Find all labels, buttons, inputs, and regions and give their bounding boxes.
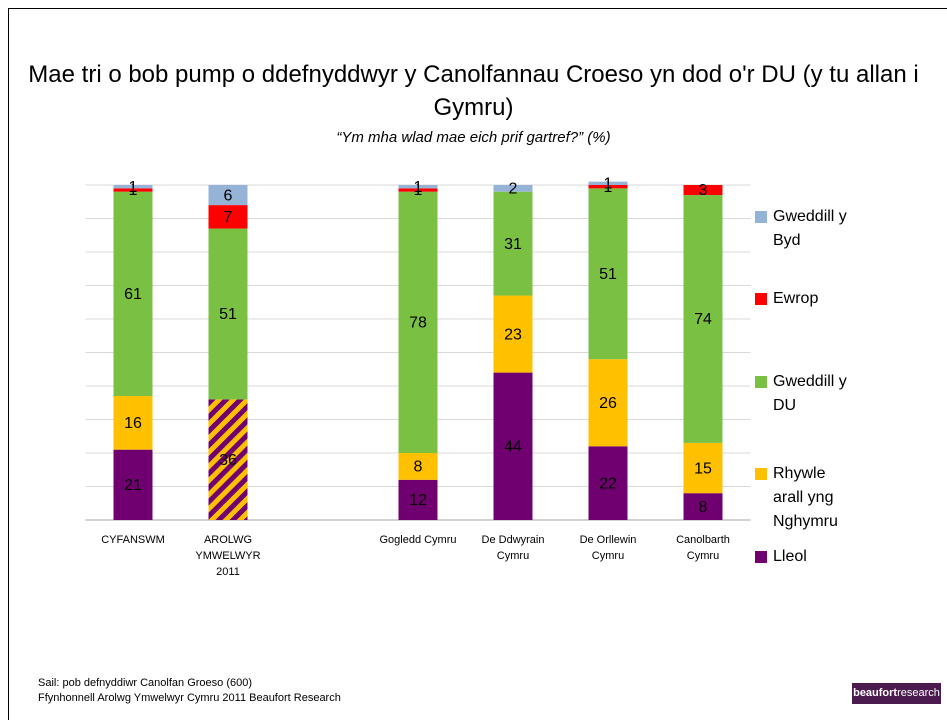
value-label: 21 (124, 477, 142, 494)
value-label: 61 (124, 286, 142, 303)
bar-segment (683, 185, 723, 196)
frame (8, 8, 947, 720)
footnote: Sail: pob defnyddiwr Canolfan Groeso (60… (38, 677, 253, 689)
x-tick-label: CYFANSWM (101, 534, 165, 546)
bar-segment (588, 446, 628, 520)
value-label: 8 (414, 459, 423, 476)
value-label: 22 (599, 475, 617, 492)
legend-swatch (755, 376, 767, 388)
value-label: 1 (414, 179, 423, 196)
value-label: 51 (219, 306, 237, 323)
x-tick-label: De Ddwyrain Cymru (481, 534, 545, 562)
legend-item: Ewrop (755, 287, 860, 311)
bar-segment (588, 359, 628, 447)
value-label: 7 (224, 209, 233, 226)
value-label: 16 (124, 415, 142, 432)
legend-swatch (755, 468, 767, 480)
bar-segment (208, 205, 248, 229)
bar-segment (493, 295, 533, 373)
bar-segment (398, 453, 438, 480)
value-label: 78 (409, 315, 427, 332)
logo: beaufortresearch (852, 683, 941, 704)
legend-label: Gweddill y Byd (773, 208, 847, 249)
legend-item: Lleol (755, 545, 860, 569)
value-label: 1 (129, 182, 138, 199)
bar-segment (398, 479, 438, 520)
bar-segment (588, 181, 628, 185)
legend-swatch (755, 293, 767, 305)
legend-swatch (755, 211, 767, 223)
legend-label: Lleol (773, 548, 807, 565)
bar-segment (493, 372, 533, 520)
bar-segment (398, 188, 438, 192)
bar-segment (113, 185, 153, 189)
bar-segment (208, 185, 248, 206)
chart-subtitle: “Ym mha wlad mae eich prif gartref?” (%) (336, 129, 611, 146)
legend-label: Rhywle arall yng Nghymru (773, 465, 838, 530)
chart-title: Mae tri o bob pump o ddefnyddwyr y Canol… (28, 61, 919, 121)
bar-segment (113, 188, 153, 192)
value-label: 15 (694, 460, 712, 477)
value-label: 1 (414, 182, 423, 199)
bar-segment (683, 195, 723, 443)
value-label: 31 (504, 236, 522, 253)
legend-label: Ewrop (773, 290, 819, 307)
legend-item: Gweddill y Byd (755, 205, 860, 253)
logo-bold: beaufort (853, 687, 898, 699)
footnote: Ffynhonnell Arolwg Ymwelwyr Cymru 2011 B… (38, 692, 341, 704)
bar-segment (398, 185, 438, 189)
value-label: 8 (699, 499, 708, 516)
x-tick-label: AROLWG YMWELWYR 2011 (195, 534, 261, 578)
bar-segment (113, 191, 153, 397)
bar-segment (208, 399, 248, 520)
bar-segment (683, 442, 723, 494)
x-tick-label: De Orllewin Cymru (579, 534, 637, 562)
value-label: 3 (699, 182, 708, 199)
value-label: 23 (504, 326, 522, 343)
x-tick-label: Canolbarth Cymru (676, 534, 730, 562)
value-label: 36 (219, 452, 237, 469)
legend-swatch (755, 551, 767, 563)
value-label: 51 (599, 266, 617, 283)
bar-segment (588, 188, 628, 360)
value-label: 1 (129, 179, 138, 196)
value-label: 74 (694, 311, 712, 328)
logo-rest: research (897, 687, 940, 699)
value-label: 1 (604, 176, 613, 193)
value-label: 6 (224, 187, 233, 204)
bar-segment (113, 396, 153, 450)
bar-segment (588, 185, 628, 189)
value-label: 1 (604, 179, 613, 196)
bar-segment (208, 228, 248, 400)
value-label: 44 (504, 439, 522, 456)
value-label: 26 (599, 395, 617, 412)
bar-segment (113, 449, 153, 520)
bar-segment (493, 191, 533, 296)
x-tick-label: Gogledd Cymru (379, 534, 457, 546)
bar-segment (493, 185, 533, 192)
value-label: 12 (409, 492, 427, 509)
bar-segment (683, 493, 723, 520)
legend-item: Rhywle arall yng Nghymru (755, 462, 860, 534)
bar-segment (398, 191, 438, 453)
legend-label: Gweddill y DU (773, 373, 847, 414)
legend-item: Gweddill y DU (755, 370, 860, 418)
value-label: 2 (509, 181, 518, 198)
